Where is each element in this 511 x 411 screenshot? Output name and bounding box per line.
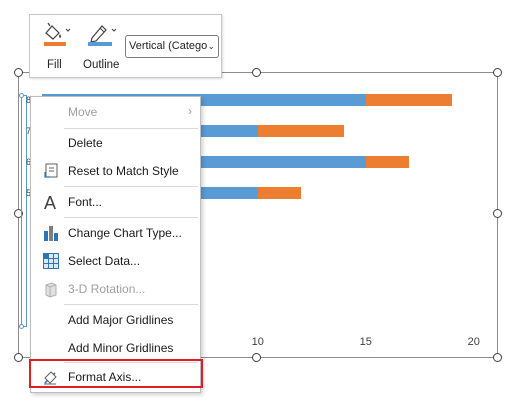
format-axis-icon — [44, 371, 57, 385]
pencil-outline-icon — [88, 25, 117, 46]
resize-handle-right[interactable] — [493, 209, 502, 218]
outline-button[interactable]: Outline — [83, 21, 120, 71]
axis-selection-dot — [19, 93, 24, 98]
svg-text:A: A — [44, 193, 56, 211]
bar-series2-cat-5[interactable] — [258, 187, 302, 199]
menu-item-reset-to-match-style[interactable]: Reset to Match Style — [31, 157, 200, 185]
chevron-right-icon: › — [188, 104, 192, 118]
menu-item-label: Change Chart Type... — [68, 226, 182, 240]
menu-separator — [64, 128, 198, 129]
fill-label: Fill — [47, 59, 62, 71]
menu-item-label: Reset to Match Style — [68, 164, 179, 178]
menu-item-format-axis[interactable]: Format Axis... — [31, 363, 200, 391]
menu-item-label: 3-D Rotation... — [68, 282, 146, 296]
menu-separator — [64, 304, 198, 305]
menu-item-label: Format Axis... — [68, 370, 142, 384]
bar-series2-cat-7[interactable] — [258, 125, 345, 137]
resize-handle-top[interactable] — [252, 68, 261, 77]
menu-item-label: Select Data... — [68, 254, 141, 268]
menu-item-select-data[interactable]: Select Data... — [31, 247, 200, 275]
resize-handle-left[interactable] — [14, 209, 23, 218]
outline-label: Outline — [83, 59, 120, 71]
resize-handle-bottom-left[interactable] — [14, 353, 23, 362]
reset-style-icon — [44, 163, 58, 178]
y-tick-label: 6 — [26, 157, 32, 167]
format-axis-highlight-box — [29, 359, 203, 388]
bar-series2-cat-6[interactable] — [366, 156, 410, 168]
menu-separator — [64, 217, 198, 218]
menu-item-label: Move — [68, 105, 98, 119]
bar-series2-cat-8[interactable] — [366, 94, 453, 106]
y-tick-label: 5 — [26, 188, 32, 198]
y-tick-label: 8 — [26, 95, 32, 105]
menu-item-font[interactable]: A Font... — [31, 188, 200, 216]
menu-item-delete[interactable]: Delete — [31, 129, 200, 157]
resize-handle-bottom-right[interactable] — [493, 353, 502, 362]
x-tick-label: 15 — [359, 336, 372, 348]
paint-bucket-icon — [44, 22, 71, 46]
menu-item-move[interactable]: Move › — [31, 98, 200, 126]
axis-selection-dot — [19, 324, 24, 329]
vertical-axis-selection[interactable] — [21, 95, 27, 327]
fill-button[interactable]: Fill — [40, 21, 72, 71]
menu-item-3d-rotation[interactable]: 3-D Rotation... — [31, 275, 200, 303]
menu-item-add-minor-gridlines[interactable]: Add Minor Gridlines — [31, 334, 200, 362]
chart-type-icon — [44, 226, 58, 241]
menu-item-add-major-gridlines[interactable]: Add Major Gridlines — [31, 306, 200, 334]
resize-handle-top-left[interactable] — [14, 68, 23, 77]
menu-item-label: Add Minor Gridlines — [68, 341, 174, 355]
y-tick-label: 7 — [26, 126, 32, 136]
menu-item-change-chart-type[interactable]: Change Chart Type... — [31, 219, 200, 247]
menu-item-label: Font... — [68, 195, 103, 209]
chevron-down-icon: ⌄ — [207, 41, 215, 51]
resize-handle-bottom[interactable] — [252, 353, 261, 362]
menu-separator — [64, 362, 198, 363]
format-mini-toolbar: Fill Outline Vertical (Catego ⌄ — [29, 14, 222, 78]
menu-separator — [64, 186, 198, 187]
menu-item-label: Delete — [68, 136, 103, 150]
cube-icon — [45, 282, 57, 298]
font-icon: A — [44, 193, 56, 211]
menu-item-label: Add Major Gridlines — [68, 313, 174, 327]
x-tick-label: 10 — [251, 336, 264, 348]
x-tick-label: 20 — [467, 336, 480, 348]
context-menu: Move › Delete Reset to Match Style A Fon… — [30, 96, 201, 393]
dropdown-value: Vertical (Catego — [129, 40, 208, 52]
select-data-icon — [43, 253, 59, 269]
resize-handle-top-right[interactable] — [493, 68, 502, 77]
chart-element-dropdown[interactable]: Vertical (Catego ⌄ — [125, 35, 219, 58]
